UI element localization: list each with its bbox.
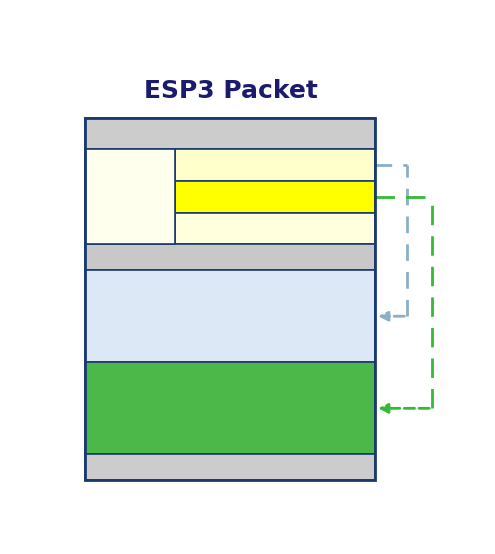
Text: Optional Data: Optional Data <box>172 399 287 417</box>
Bar <box>85 454 375 480</box>
Bar <box>85 244 375 270</box>
Text: Data: Data <box>210 307 249 325</box>
Bar <box>85 362 375 454</box>
Bar <box>175 213 375 244</box>
Text: Data Length: Data Length <box>224 156 326 174</box>
Bar <box>85 117 375 150</box>
Text: Sync Byte: Sync Byte <box>188 125 271 142</box>
Bar <box>175 150 375 181</box>
Text: CRC8 Header: CRC8 Header <box>175 248 285 266</box>
Text: CRC8 Data: CRC8 Data <box>185 458 274 476</box>
Bar <box>85 150 175 244</box>
Text: Header: Header <box>99 188 160 206</box>
Bar <box>85 117 375 480</box>
Text: Optional Length: Optional Length <box>208 188 341 206</box>
Bar <box>85 270 375 362</box>
Text: ESP3 Packet: ESP3 Packet <box>144 79 318 103</box>
Bar <box>175 181 375 213</box>
Text: Packet Type: Packet Type <box>226 219 324 238</box>
